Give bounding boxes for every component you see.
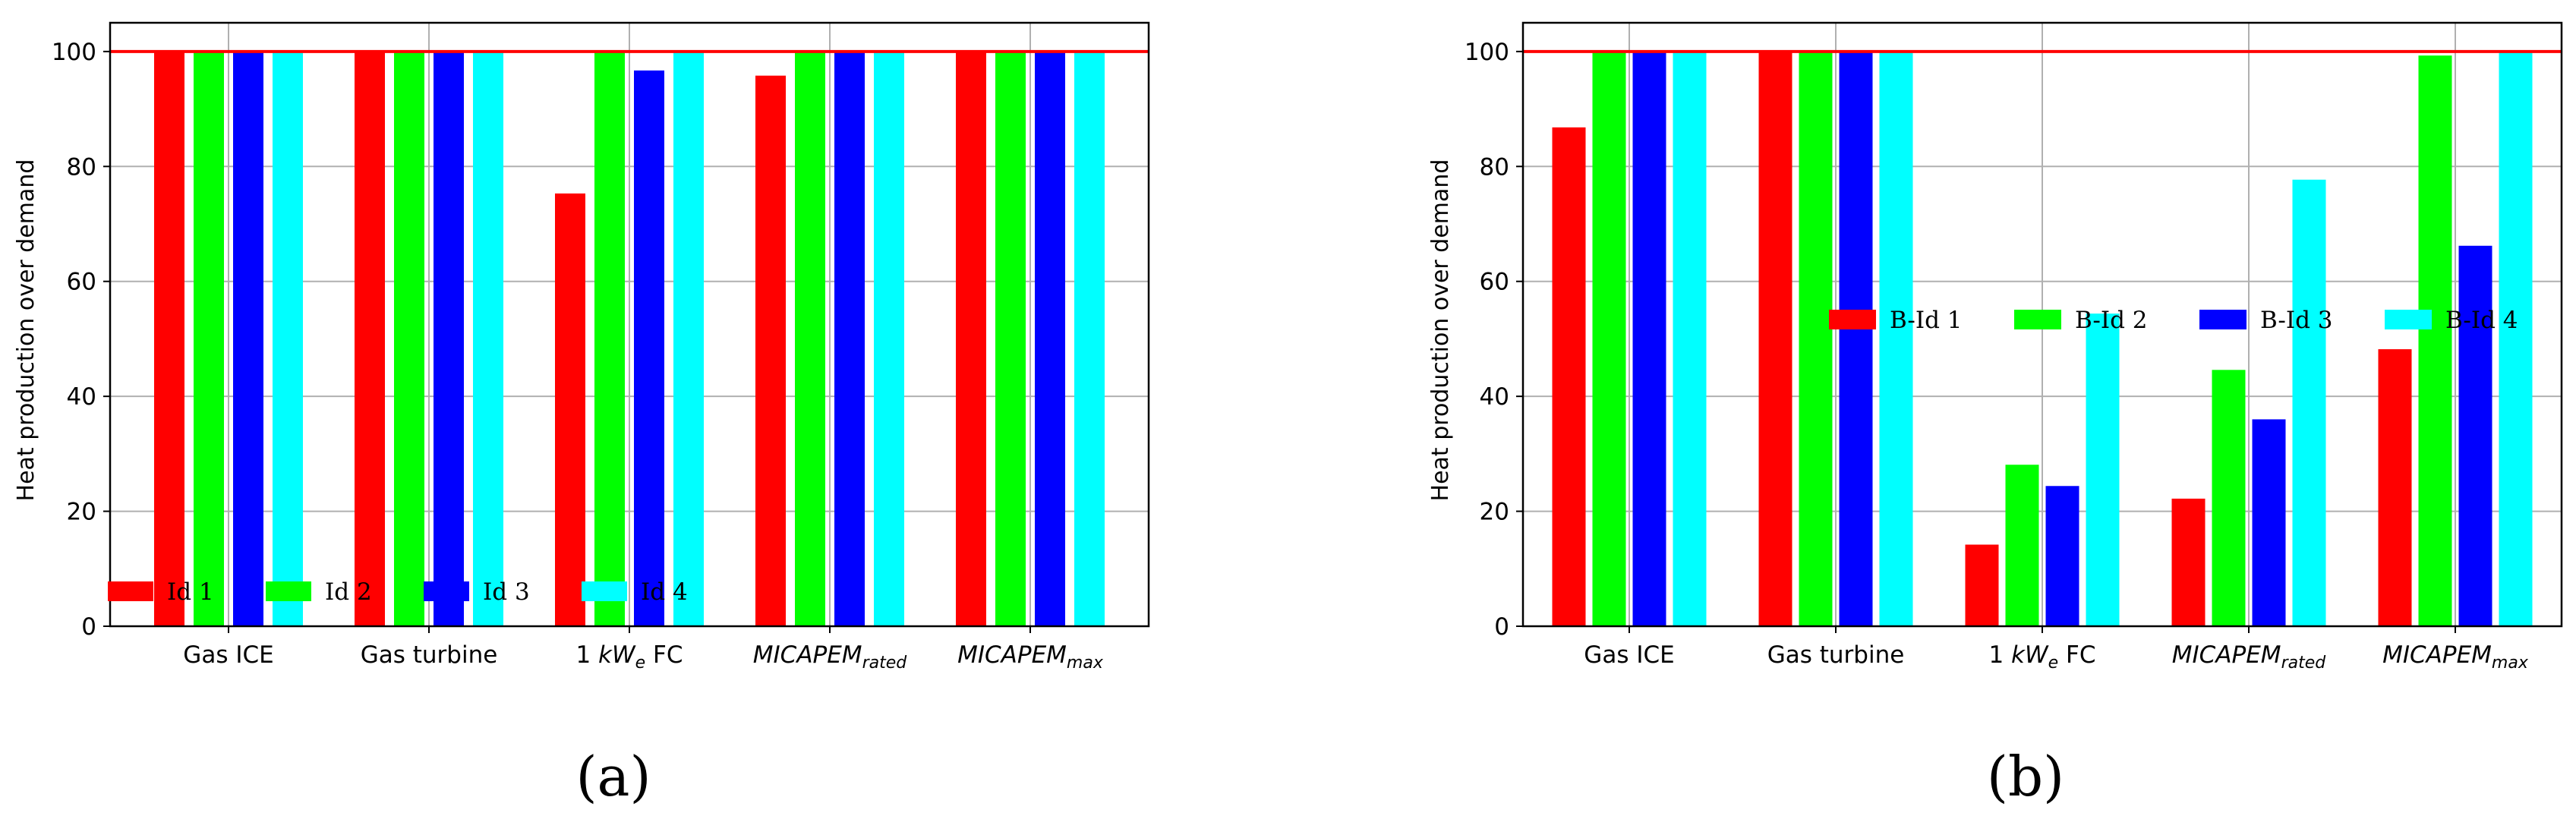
legend-swatch	[1829, 310, 1876, 329]
legend-swatch	[2199, 310, 2247, 329]
bar-b-id-4-0	[1673, 51, 1707, 627]
x-tick-label: Gas turbine	[361, 641, 498, 669]
bar-b-id-1-1	[1758, 51, 1792, 627]
bar-id-4-3	[874, 51, 904, 627]
bar-id-1-1	[355, 51, 385, 627]
x-ticks-b: Gas ICE Gas turbine 1 kWe FC MICAPEMrated MI…	[1584, 626, 2529, 673]
grid-lines-a	[110, 23, 1149, 626]
y-tick-label: 100	[1465, 39, 1509, 66]
x-tick-label: MICAPEMrated	[753, 641, 907, 673]
bar-b-id-2-2	[2005, 465, 2039, 626]
legend-label: Id 4	[641, 578, 688, 606]
y-ticks-a: 0 20 40 60 80 100	[52, 39, 110, 641]
x-tick-label: MICAPEMmax	[957, 641, 1104, 673]
chart-panel-b: 0 20 40 60 80 100 Gas ICE Gas turbine 1 kWe FC M…	[1427, 21, 2563, 808]
bar-b-id-1-0	[1552, 127, 1586, 627]
legend-swatch	[266, 581, 311, 601]
x-tick-label: MICAPEMmax	[2382, 641, 2529, 673]
panel-label-b: (b)	[1987, 745, 2064, 808]
x-tick-label: MICAPEMrated	[2172, 641, 2326, 673]
bar-id-3-1	[434, 51, 464, 627]
legend-label: B-Id 1	[1890, 307, 1963, 334]
bar-id-4-4	[1074, 51, 1105, 627]
legend-label: Id 2	[325, 578, 372, 606]
x-tick-label: 1 kWe FC	[575, 641, 683, 673]
bar-b-id-1-4	[2378, 349, 2412, 626]
y-ticks-b: 0 20 40 60 80 100	[1465, 39, 1523, 641]
x-tick-label: Gas turbine	[1767, 641, 1905, 669]
bar-b-id-2-4	[2418, 55, 2452, 626]
x-tick-label: Gas ICE	[183, 641, 273, 669]
y-tick-label: 100	[52, 39, 96, 66]
bar-id-4-1	[473, 51, 503, 627]
legend-swatch	[424, 581, 469, 601]
bar-b-id-1-2	[1965, 544, 1999, 626]
y-axis-label-a: Heat production over demand	[13, 159, 39, 502]
legend-label: B-Id 2	[2075, 307, 2148, 334]
bar-id-2-3	[795, 51, 825, 627]
bar-id-4-0	[273, 51, 303, 627]
y-tick-label: 20	[67, 499, 96, 526]
legend-swatch	[2014, 310, 2061, 329]
bar-b-id-3-4	[2458, 245, 2492, 626]
legend-swatch	[2385, 310, 2432, 329]
bars-a	[154, 51, 1105, 627]
x-tick-label: 1 kWe FC	[1988, 641, 2095, 673]
bar-id-4-2	[673, 51, 704, 627]
y-tick-label: 80	[67, 153, 96, 181]
legend-label: B-Id 4	[2445, 307, 2518, 334]
y-tick-label: 60	[1480, 269, 1509, 296]
y-axis-label-b: Heat production over demand	[1427, 159, 1454, 502]
bar-b-id-1-3	[2171, 498, 2206, 626]
panel-label-a: (a)	[575, 745, 651, 808]
bar-id-3-0	[233, 51, 263, 627]
bar-id-2-4	[995, 51, 1026, 627]
legend-b: B-Id 1 B-Id 2 B-Id 3 B-Id 4	[1829, 307, 2518, 334]
legend-a: Id 1 Id 2 Id 3 Id 4	[108, 578, 688, 606]
bar-b-id-4-2	[2086, 313, 2120, 626]
y-tick-label: 0	[1494, 613, 1509, 641]
legend-swatch	[582, 581, 627, 601]
y-tick-label: 80	[1480, 153, 1509, 181]
bar-id-2-1	[394, 51, 424, 627]
y-tick-label: 60	[67, 269, 96, 296]
x-ticks-a: Gas ICE Gas turbine 1 kWe FC MICAPEMrated MI…	[183, 626, 1104, 673]
bar-b-id-4-4	[2499, 51, 2533, 627]
y-tick-label: 40	[67, 383, 96, 411]
bar-b-id-2-1	[1799, 51, 1833, 627]
bar-id-3-2	[634, 70, 664, 627]
bar-b-id-4-3	[2292, 179, 2326, 626]
bars-b	[1552, 51, 2533, 627]
bar-b-id-2-0	[1592, 51, 1626, 627]
bar-id-2-0	[194, 51, 224, 627]
bar-id-1-3	[755, 75, 786, 626]
bar-id-1-4	[956, 51, 986, 627]
bar-id-3-4	[1035, 51, 1065, 627]
bar-id-1-2	[555, 193, 585, 626]
bar-b-id-2-3	[2212, 370, 2246, 626]
y-tick-label: 0	[81, 613, 96, 641]
x-tick-label: Gas ICE	[1584, 641, 1674, 669]
bar-b-id-3-2	[2045, 486, 2079, 626]
legend-label: Id 3	[483, 578, 530, 606]
bar-b-id-3-0	[1632, 51, 1666, 627]
y-tick-label: 40	[1480, 383, 1509, 411]
bar-id-1-0	[154, 51, 184, 627]
y-tick-label: 20	[1480, 499, 1509, 526]
bar-b-id-4-1	[1879, 51, 1913, 627]
bar-id-3-3	[834, 51, 865, 627]
legend-swatch	[108, 581, 153, 601]
bar-id-2-2	[594, 51, 625, 627]
legend-label: B-Id 3	[2260, 307, 2333, 334]
bar-b-id-3-1	[1839, 51, 1873, 627]
legend-label: Id 1	[167, 578, 214, 606]
chart-panel-a: 0 20 40 60 80 100 Gas ICE Gas turbine 1 kWe FC M…	[13, 21, 1150, 808]
bar-b-id-3-3	[2252, 419, 2286, 626]
